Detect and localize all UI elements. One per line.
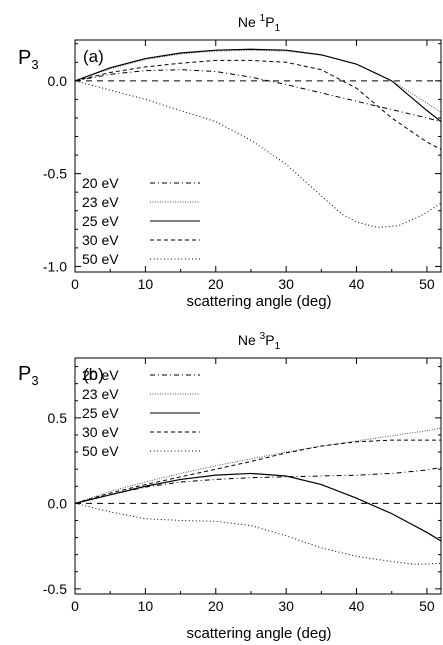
- legend-label-a-2: 25 eV: [82, 213, 119, 229]
- x-tick-label-a-2: 20: [208, 276, 224, 292]
- legend-label-b-3: 30 eV: [82, 424, 119, 440]
- series-line-b-23-ev: [75, 427, 441, 504]
- series-line-b-25-ev: [75, 472, 441, 542]
- y-tick-label-b-0: -0.5: [43, 581, 67, 597]
- y-tick-label-a-2: 0.0: [48, 73, 68, 89]
- x-tick-label-a-4: 40: [349, 276, 365, 292]
- panel-label-a: (a): [83, 47, 104, 66]
- legend-label-a-4: 50 eV: [82, 251, 119, 267]
- x-tick-label-b-2: 20: [208, 598, 224, 614]
- legend-label-b-2: 25 eV: [82, 405, 119, 421]
- y-axis-label-a: P3: [18, 47, 39, 72]
- legend-label-a-1: 23 eV: [82, 194, 119, 210]
- x-tick-label-b-4: 40: [349, 598, 365, 614]
- x-tick-label-a-0: 0: [71, 276, 79, 292]
- y-axis-label-b: P3: [18, 363, 39, 388]
- series-line-a-23-ev: [75, 49, 441, 113]
- y-tick-label-b-2: 0.5: [48, 410, 68, 426]
- x-axis-label-a: scattering angle (deg): [186, 293, 331, 310]
- chart-title-a: Ne 1P1: [238, 13, 281, 34]
- panel-a: Ne 1P1 P3 scattering angle (deg) 0 10 20 30…: [18, 13, 442, 310]
- y-tick-label-b-1: 0.0: [48, 495, 68, 511]
- series-line-b-20-ev: [75, 466, 441, 504]
- series-line-b-50-ev: [75, 502, 441, 565]
- x-tick-label-a-3: 30: [278, 276, 294, 292]
- legend-label-a-3: 30 eV: [82, 232, 119, 248]
- series-line-a-50-ev: [75, 80, 441, 228]
- legend-label-b-4: 50 eV: [82, 443, 119, 459]
- x-tick-label-a-5: 50: [419, 276, 435, 292]
- y-tick-label-a-1: -0.5: [43, 166, 67, 182]
- x-tick-label-b-3: 30: [278, 598, 294, 614]
- x-tick-label-b-5: 50: [419, 598, 435, 614]
- x-axis-label-b: scattering angle (deg): [186, 625, 331, 642]
- legend-label-b-1: 23 eV: [82, 386, 119, 402]
- plot-frame-b: [74, 357, 442, 595]
- series-line-a-25-ev: [75, 48, 441, 123]
- panel-label-b: (b): [83, 365, 104, 384]
- y-tick-label-a-0: -1.0: [43, 258, 67, 274]
- chart-title-b: Ne 3P1: [238, 331, 281, 352]
- x-tick-label-a-1: 10: [138, 276, 154, 292]
- x-tick-label-b-1: 10: [138, 598, 154, 614]
- x-tick-label-b-0: 0: [71, 598, 79, 614]
- legend-label-a-0: 20 eV: [82, 175, 119, 191]
- series-line-b-30-ev: [75, 439, 441, 504]
- series-line-a-20-ev: [75, 69, 441, 123]
- legend-label-b-0: 20 eV: [82, 367, 119, 383]
- panel-b: Ne 3P1 P3 scattering angle (deg) 0 10 20 30…: [18, 331, 442, 642]
- series-line-a-30-ev: [75, 59, 441, 150]
- plot-frame-a: [74, 39, 442, 273]
